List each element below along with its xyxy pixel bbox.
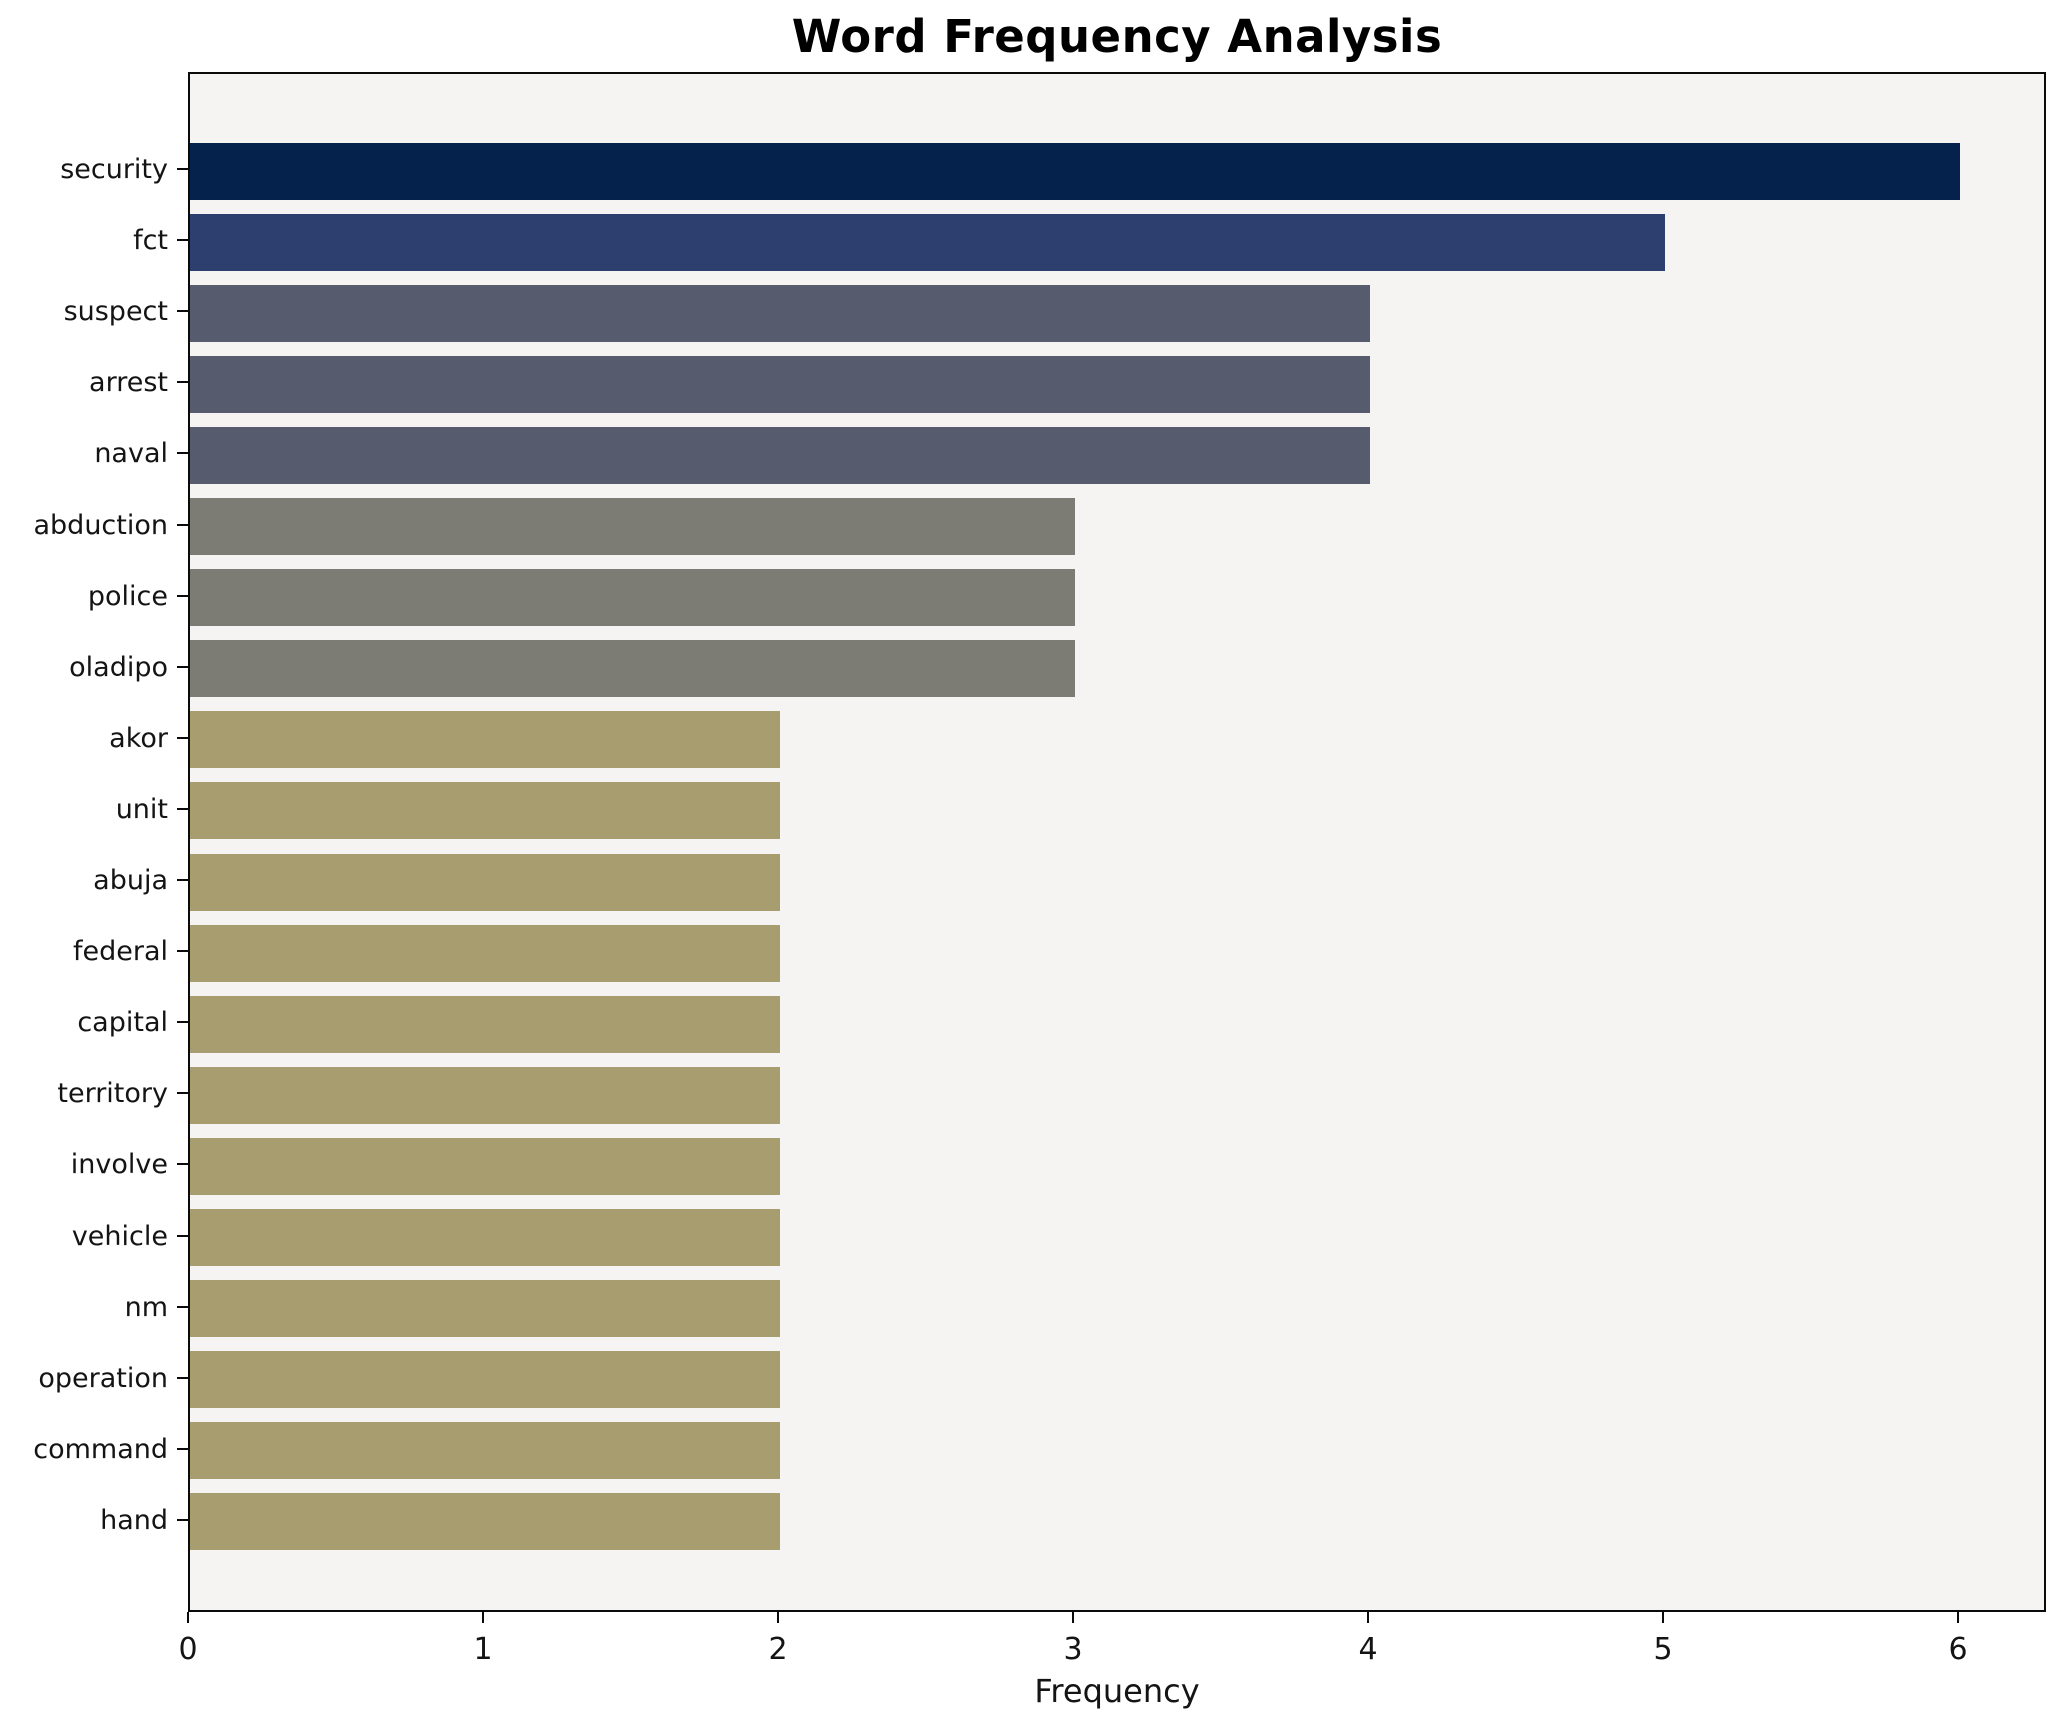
x-tick-label: 0 bbox=[178, 1632, 198, 1667]
bar-police bbox=[190, 569, 1075, 627]
x-tick-label: 6 bbox=[1948, 1632, 1968, 1667]
bar-operation bbox=[190, 1351, 780, 1409]
bar-hand bbox=[190, 1493, 780, 1551]
y-tick-label: suspect bbox=[63, 296, 168, 328]
y-tick-mark bbox=[177, 665, 188, 668]
y-tick-mark bbox=[177, 1163, 188, 1166]
y-tick-mark bbox=[177, 1376, 188, 1379]
chart-title: Word Frequency Analysis bbox=[791, 10, 1443, 63]
y-tick-label: police bbox=[87, 580, 168, 612]
y-tick-label: vehicle bbox=[71, 1220, 168, 1252]
x-tick-mark bbox=[1957, 1612, 1959, 1623]
x-tick-mark bbox=[482, 1612, 484, 1623]
y-tick-mark bbox=[177, 1305, 188, 1308]
bar-unit bbox=[190, 782, 780, 840]
y-tick-label: arrest bbox=[89, 367, 168, 399]
y-tick-mark bbox=[177, 1092, 188, 1095]
y-tick-label: abuja bbox=[93, 865, 168, 896]
y-tick-mark bbox=[177, 1021, 188, 1024]
y-tick-label: involve bbox=[70, 1149, 168, 1181]
y-tick-mark bbox=[177, 310, 188, 313]
x-tick-label: 2 bbox=[768, 1632, 788, 1667]
bar-federal bbox=[190, 924, 780, 982]
y-tick-label: oladipo bbox=[69, 651, 168, 683]
y-tick-label: hand bbox=[100, 1504, 168, 1536]
y-tick-label: nm bbox=[124, 1291, 168, 1323]
y-tick-label: federal bbox=[72, 936, 168, 968]
x-tick-label: 1 bbox=[473, 1632, 493, 1667]
bar-akor bbox=[190, 711, 780, 769]
y-tick-label: unit bbox=[115, 793, 168, 825]
y-tick-label: capital bbox=[77, 1007, 168, 1039]
bar-capital bbox=[190, 995, 780, 1053]
y-tick-label: abduction bbox=[33, 509, 169, 541]
bar-suspect bbox=[190, 284, 1370, 342]
bar-naval bbox=[190, 426, 1370, 484]
bar-nm bbox=[190, 1280, 780, 1338]
bar-abuja bbox=[190, 853, 780, 911]
bar-vehicle bbox=[190, 1209, 780, 1266]
y-tick-mark bbox=[177, 807, 188, 810]
y-tick-mark bbox=[177, 950, 188, 953]
y-tick-mark bbox=[177, 879, 188, 881]
x-tick-mark bbox=[187, 1612, 189, 1623]
bar-oladipo bbox=[190, 640, 1075, 698]
bar-command bbox=[190, 1422, 780, 1480]
y-tick-label: command bbox=[33, 1433, 168, 1465]
y-tick-label: naval bbox=[94, 438, 168, 470]
y-tick-mark bbox=[177, 452, 188, 455]
y-tick-label: akor bbox=[109, 722, 168, 754]
y-tick-mark bbox=[177, 1447, 188, 1450]
y-tick-label: security bbox=[60, 154, 168, 185]
y-tick-mark bbox=[177, 1518, 188, 1521]
x-tick-label: 4 bbox=[1358, 1632, 1378, 1667]
x-tick-mark bbox=[1662, 1612, 1664, 1623]
bar-security bbox=[190, 142, 1960, 200]
x-axis-label: Frequency bbox=[1034, 1672, 1200, 1710]
y-tick-label: territory bbox=[57, 1078, 168, 1110]
x-tick-mark bbox=[1072, 1612, 1074, 1623]
y-tick-label: fct bbox=[133, 225, 168, 257]
x-tick-label: 3 bbox=[1063, 1632, 1083, 1667]
y-tick-label: operation bbox=[38, 1362, 168, 1394]
y-tick-mark bbox=[177, 736, 188, 739]
y-tick-mark bbox=[177, 1234, 188, 1237]
bar-involve bbox=[190, 1137, 780, 1195]
x-tick-mark bbox=[1367, 1612, 1369, 1623]
plot-area bbox=[188, 72, 2046, 1612]
bar-fct bbox=[190, 213, 1665, 271]
bar-abduction bbox=[190, 498, 1075, 555]
bar-arrest bbox=[190, 355, 1370, 413]
y-tick-mark bbox=[177, 381, 188, 384]
y-tick-mark bbox=[177, 523, 188, 526]
x-tick-mark bbox=[777, 1612, 779, 1623]
bar-territory bbox=[190, 1066, 780, 1124]
x-tick-label: 5 bbox=[1653, 1632, 1673, 1667]
y-tick-mark bbox=[177, 239, 188, 242]
y-tick-mark bbox=[177, 594, 188, 597]
y-tick-mark bbox=[177, 168, 188, 170]
